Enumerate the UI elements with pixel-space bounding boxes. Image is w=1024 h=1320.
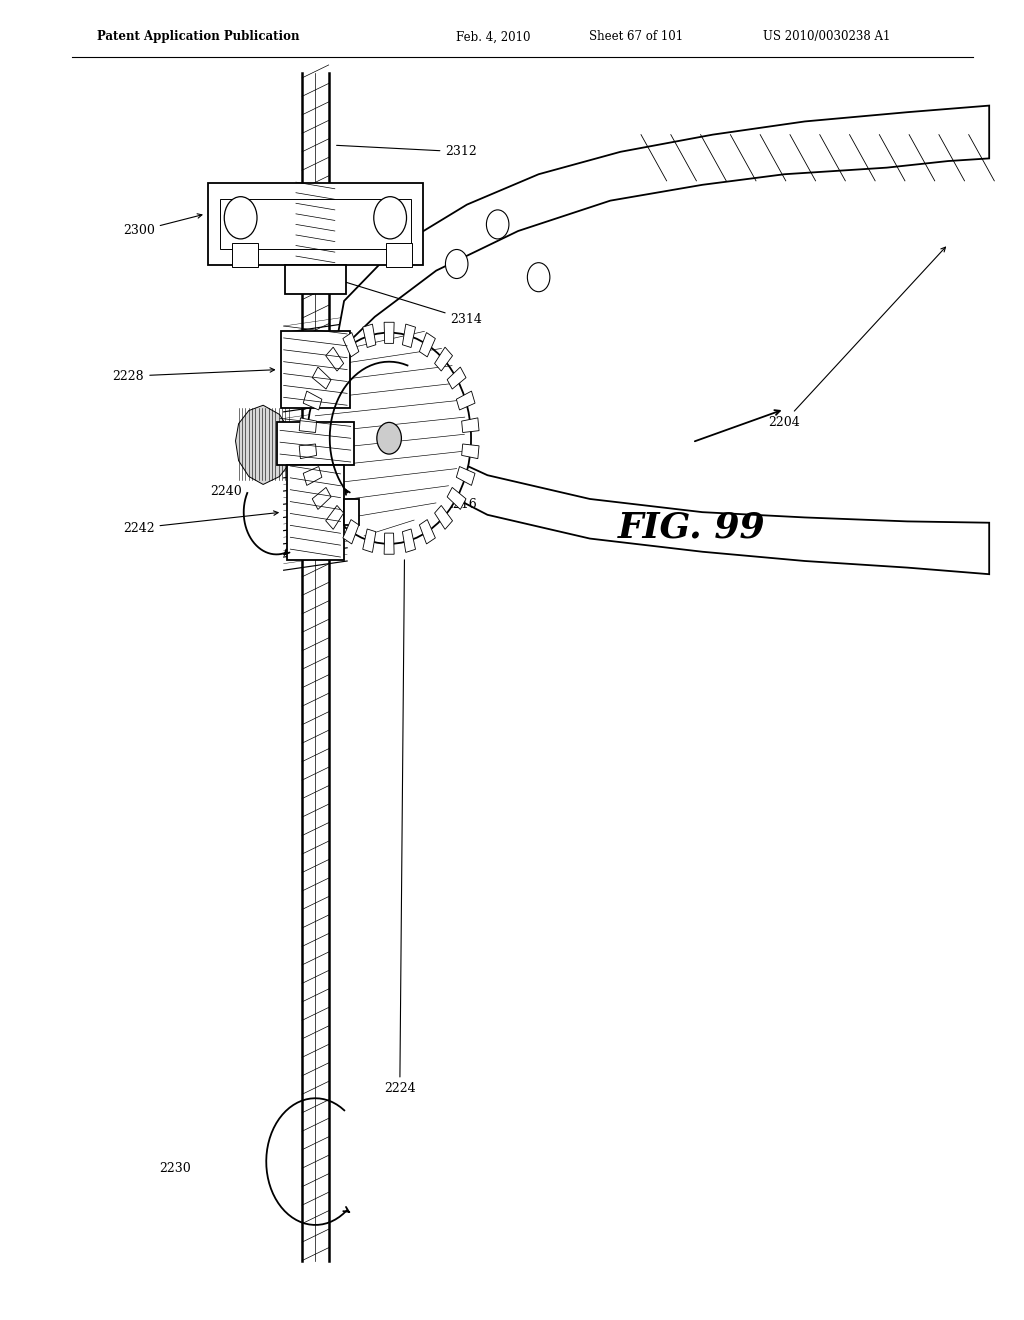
Polygon shape [457, 466, 475, 486]
Text: 2242: 2242 [123, 511, 279, 535]
Circle shape [224, 197, 257, 239]
Polygon shape [420, 520, 435, 544]
Polygon shape [402, 325, 416, 347]
Circle shape [445, 249, 468, 279]
Bar [287, 465, 343, 560]
Text: 2312: 2312 [337, 145, 477, 158]
Polygon shape [434, 347, 453, 371]
Polygon shape [326, 506, 344, 529]
Polygon shape [384, 322, 394, 343]
Polygon shape [420, 333, 435, 356]
Polygon shape [457, 391, 475, 411]
Text: 2228: 2228 [113, 368, 274, 383]
Text: Feb. 4, 2010: Feb. 4, 2010 [456, 30, 530, 44]
Text: 2216: 2216 [413, 350, 477, 511]
Text: 2314: 2314 [337, 280, 482, 326]
Polygon shape [447, 367, 466, 389]
Polygon shape [343, 520, 358, 544]
Text: 2224: 2224 [384, 560, 416, 1096]
Bar [285, 265, 346, 294]
Polygon shape [462, 444, 479, 458]
Circle shape [374, 197, 407, 239]
Text: 2310: 2310 [241, 194, 272, 207]
Polygon shape [362, 325, 376, 347]
Polygon shape [402, 529, 416, 552]
Polygon shape [326, 347, 344, 371]
Bar [386, 243, 412, 267]
Text: FIG. 99: FIG. 99 [617, 511, 765, 545]
Polygon shape [362, 529, 376, 552]
Polygon shape [334, 106, 989, 356]
Circle shape [377, 422, 401, 454]
Bar [220, 199, 411, 249]
Circle shape [307, 333, 471, 544]
Bar [208, 183, 423, 265]
Bar [276, 422, 354, 465]
Polygon shape [312, 487, 331, 510]
Polygon shape [462, 418, 479, 433]
Polygon shape [447, 487, 466, 510]
Bar [344, 499, 359, 525]
Circle shape [527, 263, 550, 292]
Bar [232, 243, 258, 267]
Text: 2300: 2300 [123, 214, 202, 238]
Bar [281, 331, 350, 408]
Text: 2204: 2204 [768, 247, 945, 429]
Polygon shape [303, 391, 322, 411]
Polygon shape [303, 466, 322, 486]
Text: Patent Application Publication: Patent Application Publication [97, 30, 300, 44]
Polygon shape [299, 418, 316, 433]
Polygon shape [312, 367, 331, 389]
Polygon shape [434, 506, 453, 529]
Text: US 2010/0030238 A1: US 2010/0030238 A1 [763, 30, 890, 44]
Text: Sheet 67 of 101: Sheet 67 of 101 [589, 30, 683, 44]
Text: 2240: 2240 [210, 484, 242, 498]
Polygon shape [343, 333, 358, 356]
Text: 2230: 2230 [159, 1162, 190, 1175]
Polygon shape [384, 533, 394, 554]
Polygon shape [236, 405, 292, 484]
Polygon shape [299, 444, 316, 458]
Circle shape [486, 210, 509, 239]
Polygon shape [334, 363, 989, 574]
